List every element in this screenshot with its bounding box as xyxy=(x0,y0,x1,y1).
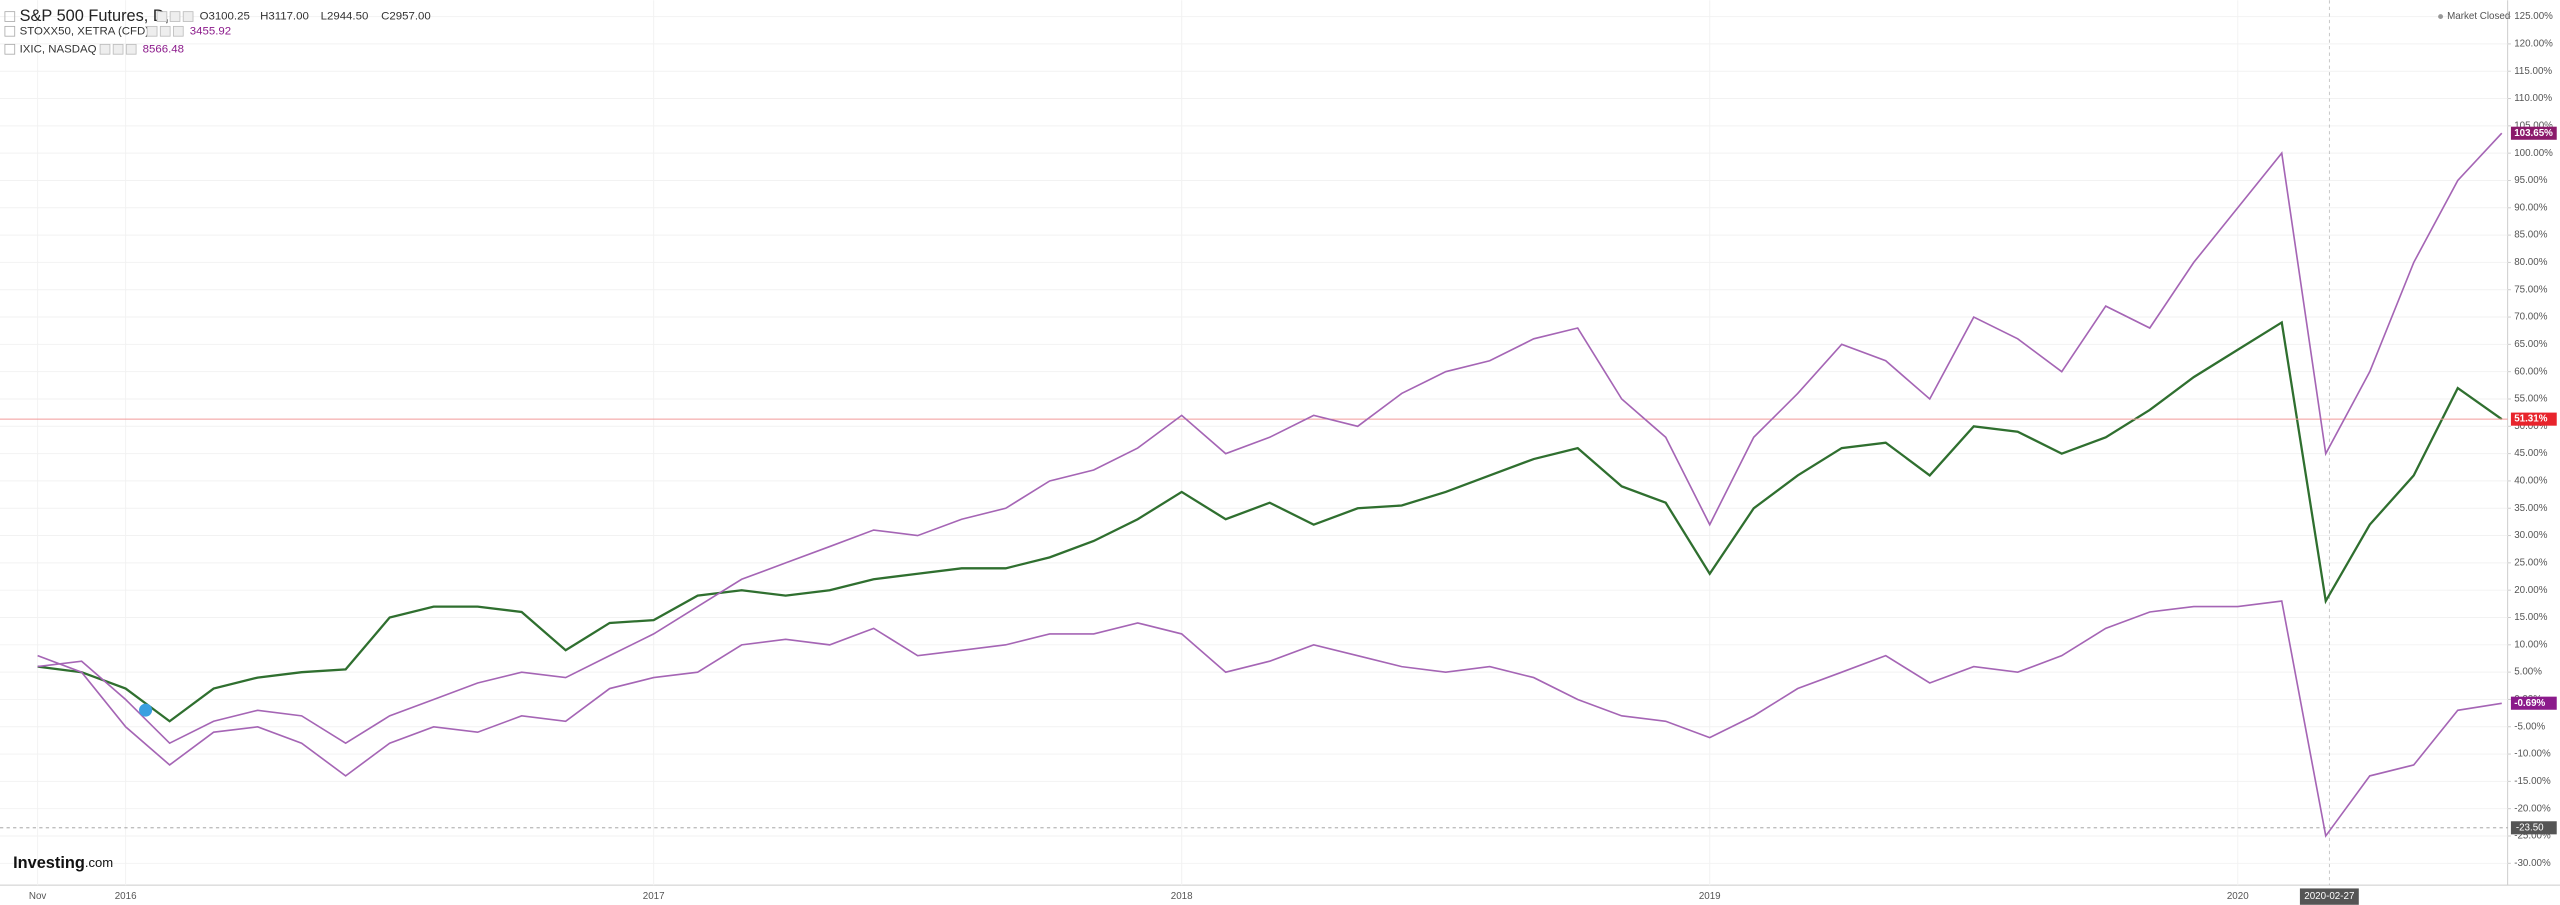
x-tick-label: 2020 xyxy=(2227,891,2249,902)
legend-quote: 8566.48 xyxy=(143,43,184,55)
legend-icon xyxy=(172,25,184,37)
y-tick-label: 65.00% xyxy=(2514,339,2548,350)
legend-icon xyxy=(146,25,158,37)
y-tick-label: -15.00% xyxy=(2514,776,2551,787)
y-tick-label: 35.00% xyxy=(2514,503,2548,514)
legend-quote: 3455.92 xyxy=(190,25,231,37)
last-value-label: 103.65% xyxy=(2514,128,2553,139)
market-status: Market Closed xyxy=(2447,11,2510,22)
legend-icon xyxy=(125,43,137,55)
status-dot xyxy=(2438,14,2444,20)
y-tick-label: 70.00% xyxy=(2514,312,2548,323)
legend-toggle xyxy=(4,43,16,55)
x-tick-label: 2018 xyxy=(1171,891,1193,902)
y-tick-label: 30.00% xyxy=(2514,530,2548,541)
last-value-label: 51.31% xyxy=(2514,414,2548,425)
crosshair-date: 2020-02-27 xyxy=(2304,891,2354,902)
brand-suffix: .com xyxy=(85,855,113,870)
legend-icon xyxy=(156,11,168,22)
crosshair-date-box xyxy=(2299,888,2359,905)
legend-quote: L2944.50 xyxy=(321,11,369,23)
y-tick-label: 90.00% xyxy=(2514,202,2548,213)
y-tick-label: 45.00% xyxy=(2514,448,2548,459)
axis: 125.00% 120.00% 115.00% 110.00% 105.00% 100.0… xyxy=(29,11,2557,905)
y-tick-label: 120.00% xyxy=(2514,39,2553,50)
y-tick-label: 5.00% xyxy=(2514,667,2542,678)
legend-icon xyxy=(169,11,181,22)
legend-icon xyxy=(182,11,194,22)
last-value-box xyxy=(2510,412,2557,426)
brand-name: Investing xyxy=(13,854,85,872)
y-tick-label: 115.00% xyxy=(2514,66,2552,77)
legend-name: STOXX50, XETRA (CFD) xyxy=(20,25,150,37)
last-value-box xyxy=(2510,696,2557,710)
y-tick-label: 100.00% xyxy=(2514,148,2553,159)
y-tick-label: 55.00% xyxy=(2514,394,2548,405)
y-tick-label: -30.00% xyxy=(2514,858,2551,869)
y-tick-label: 85.00% xyxy=(2514,230,2548,241)
legend-quote: C2957.00 xyxy=(381,11,431,23)
legend-name: IXIC, NASDAQ xyxy=(20,43,97,55)
x-tick-label: 2017 xyxy=(643,891,665,902)
series-line xyxy=(37,600,2502,838)
y-tick-label: 110.00% xyxy=(2514,93,2552,104)
legend-icon xyxy=(112,43,124,55)
y-tick-label: 95.00% xyxy=(2514,175,2548,186)
y-tick-label: -20.00% xyxy=(2514,803,2551,814)
plot xyxy=(0,0,2508,886)
last-value-label: -0.69% xyxy=(2514,698,2545,709)
series-line xyxy=(37,320,2503,723)
y-tick-label: 40.00% xyxy=(2514,476,2548,487)
y-tick-label: 10.00% xyxy=(2514,639,2548,650)
legend-toggle xyxy=(4,25,16,37)
y-tick-label: 25.00% xyxy=(2514,557,2548,568)
legend-name: S&P 500 Futures, D, xyxy=(20,7,170,25)
crosshair-value: -23.50 xyxy=(2516,822,2544,833)
y-tick-label: -10.00% xyxy=(2514,749,2551,760)
brand: Investing.com xyxy=(13,854,113,872)
legend-icon xyxy=(159,25,171,37)
legend-toggle xyxy=(4,11,16,22)
legend-quote: H3117.00 xyxy=(260,11,309,23)
legend-quote: O3100.25 xyxy=(200,11,250,23)
event-marker[interactable] xyxy=(139,703,153,717)
x-tick-label: 2019 xyxy=(1699,891,1721,902)
y-tick-label: 15.00% xyxy=(2514,612,2548,623)
y-tick-label: 50.00% xyxy=(2514,421,2548,432)
y-tick-label: 20.00% xyxy=(2514,585,2548,596)
y-tick-label: 125.00% xyxy=(2514,11,2553,22)
y-tick-label: 80.00% xyxy=(2514,257,2548,268)
legend: S&P 500 Futures, D, O3100.25 H3117.00 L2944… xyxy=(4,7,431,55)
legend-icon xyxy=(99,43,111,55)
y-tick-label: 75.00% xyxy=(2514,284,2548,295)
x-tick-label: Nov xyxy=(29,891,47,902)
y-tick-label: -25.00% xyxy=(2514,831,2551,842)
last-value-box xyxy=(2510,126,2557,140)
y-tick-label: 105.00% xyxy=(2514,120,2553,131)
crosshair-value-box xyxy=(2510,821,2557,835)
x-tick-label: 2016 xyxy=(115,891,137,902)
y-tick-label: 60.00% xyxy=(2514,366,2548,377)
y-tick-label: -5.00% xyxy=(2514,721,2545,732)
series-line xyxy=(37,132,2503,745)
